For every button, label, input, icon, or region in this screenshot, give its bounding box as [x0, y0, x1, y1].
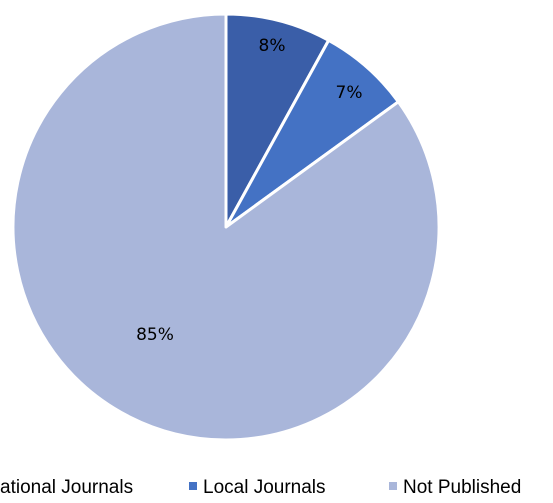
legend-label-not-published: Not Published [403, 477, 521, 498]
pie-slices [11, 12, 441, 442]
chart-legend: ational Journals Local Journals Not Publis… [0, 477, 521, 498]
legend-marker-not-published [389, 482, 397, 490]
legend-label-local-journals: Local Journals [203, 477, 326, 498]
pie-slice-not-published [11, 12, 441, 442]
legend-marker-local-journals [189, 482, 197, 490]
pie-slice-international-journals [224, 12, 331, 229]
data-label-international-journals: 8% [259, 36, 286, 56]
legend-label-international-journals: ational Journals [0, 477, 133, 498]
data-label-local-journals: 7% [336, 83, 363, 103]
data-label-not-published: 85% [136, 325, 174, 345]
pie-data-labels: 8% 7% 85% [136, 36, 362, 345]
